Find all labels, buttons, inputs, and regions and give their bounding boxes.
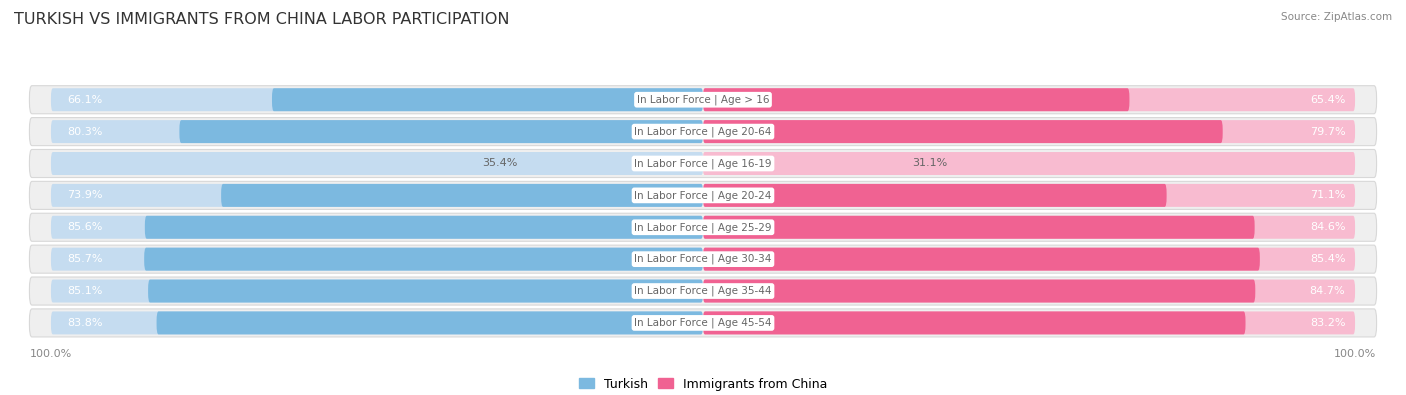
FancyBboxPatch shape xyxy=(30,245,1376,273)
FancyBboxPatch shape xyxy=(703,120,1223,143)
FancyBboxPatch shape xyxy=(703,88,1355,111)
Text: In Labor Force | Age 35-44: In Labor Force | Age 35-44 xyxy=(634,286,772,296)
Text: 31.1%: 31.1% xyxy=(912,158,948,169)
Text: In Labor Force | Age > 16: In Labor Force | Age > 16 xyxy=(637,94,769,105)
Text: 80.3%: 80.3% xyxy=(67,127,103,137)
Text: 66.1%: 66.1% xyxy=(67,95,103,105)
FancyBboxPatch shape xyxy=(703,120,1355,143)
Text: Source: ZipAtlas.com: Source: ZipAtlas.com xyxy=(1281,12,1392,22)
Text: In Labor Force | Age 20-24: In Labor Force | Age 20-24 xyxy=(634,190,772,201)
FancyBboxPatch shape xyxy=(703,311,1355,335)
FancyBboxPatch shape xyxy=(703,248,1355,271)
FancyBboxPatch shape xyxy=(703,152,1355,175)
Text: In Labor Force | Age 25-29: In Labor Force | Age 25-29 xyxy=(634,222,772,233)
Text: 85.4%: 85.4% xyxy=(1310,254,1346,264)
FancyBboxPatch shape xyxy=(30,213,1376,241)
Text: 35.4%: 35.4% xyxy=(482,158,517,169)
FancyBboxPatch shape xyxy=(51,280,703,303)
Text: In Labor Force | Age 20-64: In Labor Force | Age 20-64 xyxy=(634,126,772,137)
FancyBboxPatch shape xyxy=(221,184,703,207)
FancyBboxPatch shape xyxy=(51,311,703,335)
FancyBboxPatch shape xyxy=(51,152,703,175)
FancyBboxPatch shape xyxy=(703,88,1129,111)
FancyBboxPatch shape xyxy=(145,248,703,271)
Legend: Turkish, Immigrants from China: Turkish, Immigrants from China xyxy=(574,372,832,395)
FancyBboxPatch shape xyxy=(30,149,1376,177)
Text: 83.2%: 83.2% xyxy=(1310,318,1346,328)
Text: In Labor Force | Age 30-34: In Labor Force | Age 30-34 xyxy=(634,254,772,264)
FancyBboxPatch shape xyxy=(51,120,703,143)
Text: In Labor Force | Age 16-19: In Labor Force | Age 16-19 xyxy=(634,158,772,169)
FancyBboxPatch shape xyxy=(703,184,1167,207)
FancyBboxPatch shape xyxy=(51,248,703,271)
FancyBboxPatch shape xyxy=(703,152,905,175)
Text: 71.1%: 71.1% xyxy=(1310,190,1346,200)
Text: 79.7%: 79.7% xyxy=(1309,127,1346,137)
Text: TURKISH VS IMMIGRANTS FROM CHINA LABOR PARTICIPATION: TURKISH VS IMMIGRANTS FROM CHINA LABOR P… xyxy=(14,12,509,27)
Text: 85.1%: 85.1% xyxy=(67,286,103,296)
FancyBboxPatch shape xyxy=(30,309,1376,337)
FancyBboxPatch shape xyxy=(271,88,703,111)
FancyBboxPatch shape xyxy=(51,88,703,111)
FancyBboxPatch shape xyxy=(180,120,703,143)
FancyBboxPatch shape xyxy=(156,311,703,335)
FancyBboxPatch shape xyxy=(148,280,703,303)
FancyBboxPatch shape xyxy=(472,152,703,175)
FancyBboxPatch shape xyxy=(51,184,703,207)
Text: In Labor Force | Age 45-54: In Labor Force | Age 45-54 xyxy=(634,318,772,328)
Text: 85.6%: 85.6% xyxy=(67,222,103,232)
FancyBboxPatch shape xyxy=(51,216,703,239)
FancyBboxPatch shape xyxy=(703,216,1254,239)
FancyBboxPatch shape xyxy=(30,86,1376,114)
FancyBboxPatch shape xyxy=(145,216,703,239)
FancyBboxPatch shape xyxy=(703,184,1355,207)
FancyBboxPatch shape xyxy=(703,280,1355,303)
FancyBboxPatch shape xyxy=(703,311,1246,335)
Text: 85.7%: 85.7% xyxy=(67,254,103,264)
Text: 83.8%: 83.8% xyxy=(67,318,103,328)
FancyBboxPatch shape xyxy=(30,118,1376,146)
FancyBboxPatch shape xyxy=(703,248,1260,271)
FancyBboxPatch shape xyxy=(703,280,1256,303)
Text: 73.9%: 73.9% xyxy=(67,190,103,200)
FancyBboxPatch shape xyxy=(30,181,1376,209)
Text: 65.4%: 65.4% xyxy=(1310,95,1346,105)
Text: 84.7%: 84.7% xyxy=(1309,286,1346,296)
FancyBboxPatch shape xyxy=(703,216,1355,239)
Text: 84.6%: 84.6% xyxy=(1310,222,1346,232)
FancyBboxPatch shape xyxy=(30,277,1376,305)
